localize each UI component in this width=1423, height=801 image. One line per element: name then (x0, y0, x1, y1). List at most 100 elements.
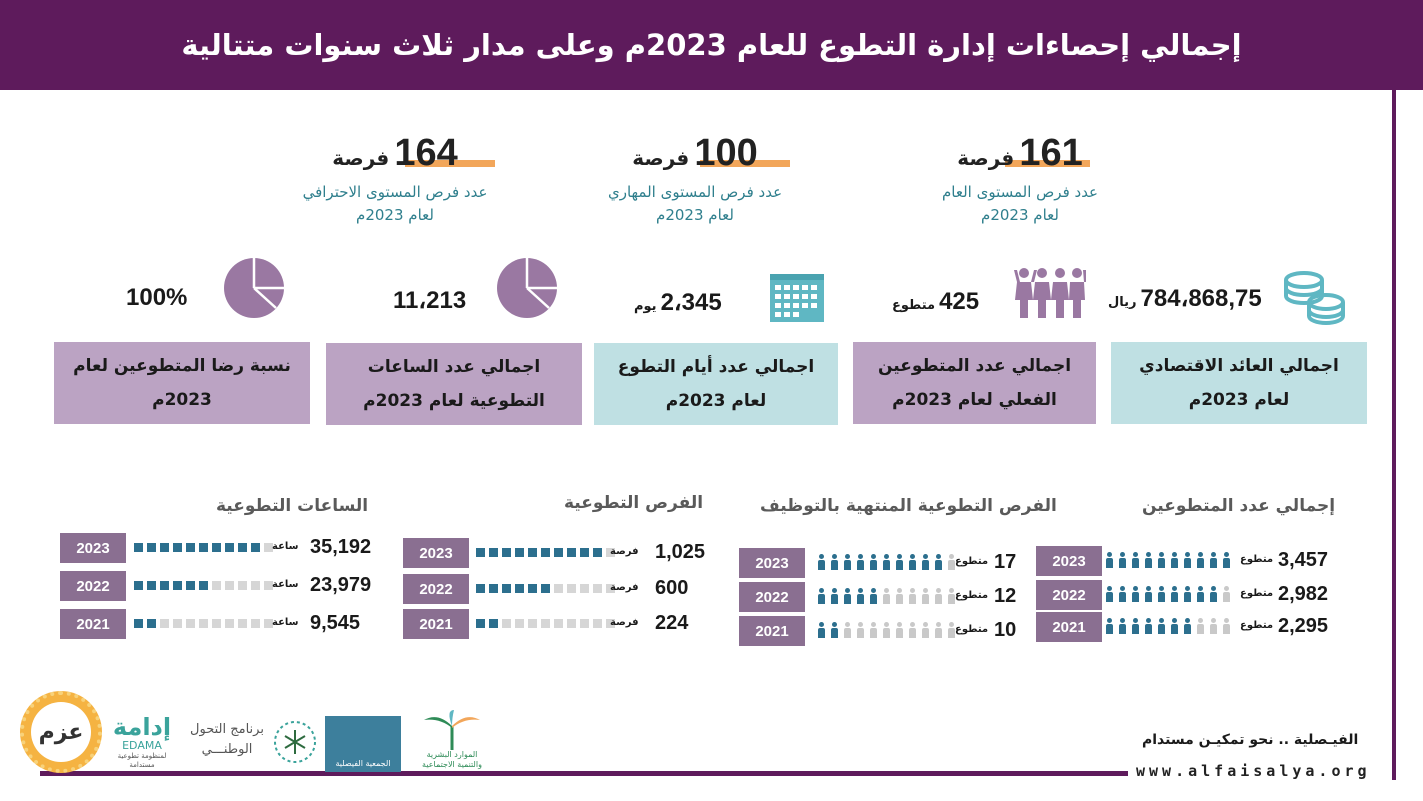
opportunities-bar-unit (554, 584, 563, 593)
opportunities-year-label: 2021 (403, 609, 469, 639)
hours-unit-label: ساعة (272, 541, 299, 552)
person-icon (1197, 618, 1204, 634)
person-icon (909, 588, 916, 604)
opportunities-bar-unit (541, 619, 550, 628)
footer-url: www.alfaisalya.org (1136, 762, 1371, 780)
opportunity-skill-unit: فرصة (632, 146, 690, 170)
opportunities-unit-label: فرصة (610, 582, 639, 593)
hours-bar-unit (264, 543, 273, 552)
person-icon (1132, 586, 1139, 602)
hours-year-label: 2023 (60, 533, 126, 563)
volunteer-days-value: 2،345يوم (634, 288, 722, 317)
volunteer-hours-label: اجمالي عدد الساعات التطوعية لعام 2023م (326, 343, 582, 425)
section-title-volunteers: إجمالي عدد المتطوعين (1142, 496, 1336, 516)
opportunity-general-unit: فرصة (957, 146, 1015, 170)
person-icon (1223, 586, 1230, 602)
pie-chart-icon (224, 258, 284, 318)
person-icon (1158, 618, 1165, 634)
person-icon (883, 588, 890, 604)
hr-ministry-logo: الموارد البشرية والتنمية الاجتماعية (420, 710, 484, 772)
opportunities-year-label: 2022 (403, 574, 469, 604)
economic-return-value: 784،868,75ريال (1108, 284, 1262, 313)
hours-bar-unit (212, 543, 221, 552)
hours-bar-unit (225, 543, 234, 552)
hours-bar-unit (173, 581, 182, 590)
edama-logo: إدامة EDAMA لمنظومة تطوعية مستدامة (104, 714, 180, 769)
opportunity-general-number: 161 (1019, 132, 1083, 174)
hours-bar-unit (199, 619, 208, 628)
volunteers-value: 2,295 (1278, 615, 1329, 637)
section-title-employment: الفرص التطوعية المنتهية بالتوظيف (760, 496, 1057, 516)
opportunities-bar-unit (515, 548, 524, 557)
opportunity-general: 161 فرصة عدد فرص المستوى العام لعام 2023… (905, 132, 1135, 230)
person-icon (1132, 618, 1139, 634)
person-icon (1171, 552, 1178, 568)
right-divider-line (1392, 90, 1396, 780)
person-icon (935, 554, 942, 570)
opportunities-bar-unit (515, 619, 524, 628)
opportunities-bar-unit (476, 548, 485, 557)
hours-value: 35,192 (310, 536, 372, 558)
person-icon (1197, 552, 1204, 568)
person-icon (1210, 618, 1217, 634)
person-icon (922, 588, 929, 604)
economic-return-number: 784،868,75 (1140, 285, 1262, 312)
opportunities-bar-unit (541, 584, 550, 593)
calendar-icon (770, 274, 824, 322)
opportunities-bar-unit (528, 619, 537, 628)
person-icon (1145, 586, 1152, 602)
hours-bar-unit (173, 619, 182, 628)
opportunity-professional: 164 فرصة عدد فرص المستوى الاحترافي لعام … (280, 132, 510, 230)
person-icon (1145, 618, 1152, 634)
hours-bar-unit (160, 619, 169, 628)
opportunity-skill-number: 100 (694, 132, 758, 174)
opportunity-professional-number: 164 (394, 132, 458, 174)
hours-bar-unit (212, 619, 221, 628)
person-icon (909, 554, 916, 570)
employment-value: 17 (994, 551, 1017, 573)
opportunities-bar-unit (606, 619, 615, 628)
volunteer-days-label: اجمالي عدد أيام التطوع لعام 2023م (594, 343, 838, 425)
hours-bar-unit (147, 581, 156, 590)
hours-year-label: 2021 (60, 609, 126, 639)
opportunity-professional-desc: عدد فرص المستوى الاحترافي (302, 183, 488, 201)
opportunities-bar-unit (580, 619, 589, 628)
employment-value: 10 (994, 619, 1017, 641)
opportunities-bar-unit (593, 619, 602, 628)
badir-logo-text: الجمعية الفيصلية (335, 759, 391, 768)
person-icon (1184, 618, 1191, 634)
opportunities-value: 600 (655, 577, 689, 599)
opportunities-bar-unit (502, 619, 511, 628)
opportunities-bar-unit (515, 584, 524, 593)
opportunities-bar-unit (580, 584, 589, 593)
hours-bar-unit (264, 619, 273, 628)
opportunities-bar-unit (476, 619, 485, 628)
hours-bar-unit (199, 543, 208, 552)
hours-bar-unit (264, 581, 273, 590)
person-icon (818, 588, 825, 604)
hours-bar-unit (238, 581, 247, 590)
volunteer-count-unit: متطوع (892, 298, 936, 313)
opportunities-unit-label: فرصة (610, 617, 639, 628)
hours-bar-unit (147, 619, 156, 628)
coins-icon (1284, 271, 1345, 325)
hours-bar-unit (134, 543, 143, 552)
person-icon (1158, 552, 1165, 568)
hours-bar-unit (160, 543, 169, 552)
section-title-hours: الساعات التطوعية (216, 496, 369, 516)
hours-bar-unit (134, 581, 143, 590)
person-icon (1106, 618, 1113, 634)
employment-unit-label: متطوع (955, 590, 989, 601)
hours-bar-unit (134, 619, 143, 628)
opportunities-bar-unit (502, 584, 511, 593)
edama-english: EDAMA (122, 739, 162, 752)
person-icon (844, 554, 851, 570)
person-icon (948, 588, 955, 604)
person-icon (831, 554, 838, 570)
volunteers-value: 3,457 (1278, 549, 1329, 571)
hours-unit-label: ساعة (272, 579, 299, 590)
opportunity-professional-unit: فرصة (332, 146, 390, 170)
volunteers-icon (1014, 268, 1086, 318)
hours-bar-unit (212, 581, 221, 590)
